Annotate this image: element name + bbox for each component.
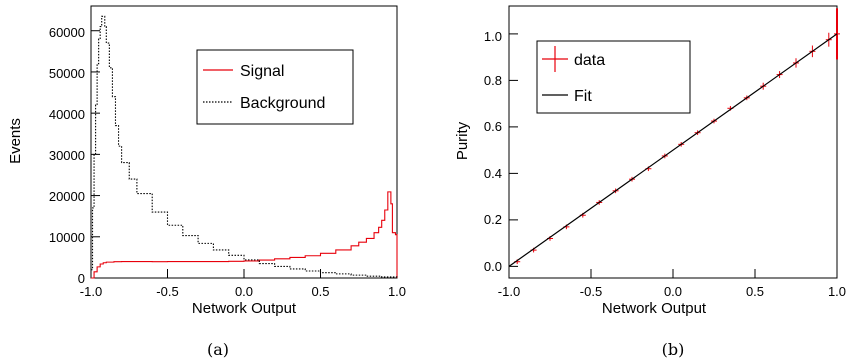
panel-b-x-tick-label: 1.0 [828,284,846,299]
panel-a-legend: Signal Background [196,49,354,125]
panel-a-y-tick-label: 60000 [49,25,85,40]
panel-a-series-background [91,15,398,278]
panel-a-y-tick-label: 50000 [49,66,85,81]
panel-b-series [508,8,840,267]
panel-b-legend: data Fit [536,40,691,114]
panel-a-x-axis-title: Network Output [192,300,297,317]
panel-a-x-tick-label: 0.5 [311,284,329,299]
panel-b-plot: 0.0 0.2 0.4 0.6 0.8 1.0 -1.0 -0.5 0.0 0.… [454,5,846,317]
panel-a-caption: (a) [207,340,229,359]
panel-a-y-tick-label: 20000 [49,189,85,204]
panel-a-x-tick-label: 1.0 [388,284,406,299]
panel-a-x-tick-label: 0.0 [235,284,253,299]
panel-b-y-tick-label: 0.4 [484,166,502,181]
panel-b-y-axis-title: Purity [454,121,471,160]
panel-b-y-tick-label: 0.8 [484,73,502,88]
panel-a-series [91,15,398,279]
panel-a-y-axis-title: Events [7,118,24,164]
panel-a-plot: 0 10000 20000 30000 40000 50000 60000 -1… [7,5,406,317]
panel-b-y-tick-label: 0.2 [484,212,502,227]
panel-b-x-tick-label: -1.0 [498,284,520,299]
panel-a-legend-label-signal: Signal [240,63,284,80]
panel-b-y-tick-label: 1.0 [484,29,502,44]
panel-a-legend-box [196,49,354,125]
panel-b-caption: (b) [662,340,685,359]
panel-b-x-tick-label: 0.0 [664,284,682,299]
panel-a-y-tick-label: 0 [78,271,85,286]
panel-a-x-tick-label: -0.5 [156,284,178,299]
panel-b-y-ticks [509,33,518,267]
panel-a-frame [90,5,398,279]
panel-b-legend-label-fit: Fit [574,88,592,105]
panel-b-y-tick-label: 0.0 [484,259,502,274]
panel-b-y-tick-label: 0.6 [484,119,502,134]
panel-a-y-tick-label: 40000 [49,107,85,122]
panel-a-series-signal [91,191,398,279]
panel-b-x-tick-label: 0.5 [746,284,764,299]
panel-b-legend-label-data: data [574,52,605,69]
panel-b-x-tick-label: -0.5 [580,284,602,299]
panel-b-series-fit [508,33,838,267]
panel-a-y-tick-label: 10000 [49,230,85,245]
panel-b-x-axis-title: Network Output [602,300,707,317]
panel-a-legend-label-background: Background [240,95,325,112]
panel-b-legend-box [536,40,691,114]
panel-b: 0.0 0.2 0.4 0.6 0.8 1.0 -1.0 -0.5 0.0 0.… [454,5,846,359]
panel-a-y-tick-label: 30000 [49,148,85,163]
panel-b-x-ticks [508,269,838,278]
panel-a: 0 10000 20000 30000 40000 50000 60000 -1… [7,5,406,359]
panel-a-x-tick-label: -1.0 [80,284,102,299]
